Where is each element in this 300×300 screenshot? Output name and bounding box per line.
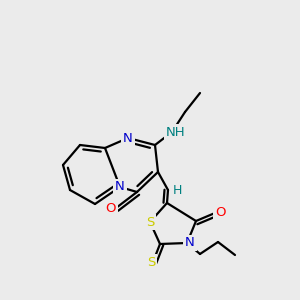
Text: N: N bbox=[123, 131, 133, 145]
Text: O: O bbox=[215, 206, 225, 220]
Text: N: N bbox=[185, 236, 195, 250]
Text: S: S bbox=[146, 215, 154, 229]
Text: NH: NH bbox=[166, 125, 186, 139]
Text: H: H bbox=[172, 184, 182, 196]
Text: N: N bbox=[115, 181, 125, 194]
Text: S: S bbox=[147, 256, 155, 268]
Text: O: O bbox=[106, 202, 116, 214]
